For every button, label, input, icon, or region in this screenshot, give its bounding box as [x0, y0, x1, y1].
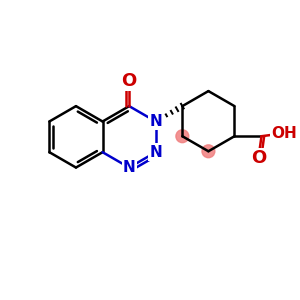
Text: N: N	[149, 145, 162, 160]
Text: N: N	[149, 114, 162, 129]
Text: O: O	[122, 72, 137, 90]
Text: N: N	[123, 160, 136, 175]
Text: O: O	[251, 149, 266, 167]
Text: OH: OH	[272, 126, 297, 141]
Circle shape	[176, 130, 189, 143]
Circle shape	[202, 145, 215, 158]
